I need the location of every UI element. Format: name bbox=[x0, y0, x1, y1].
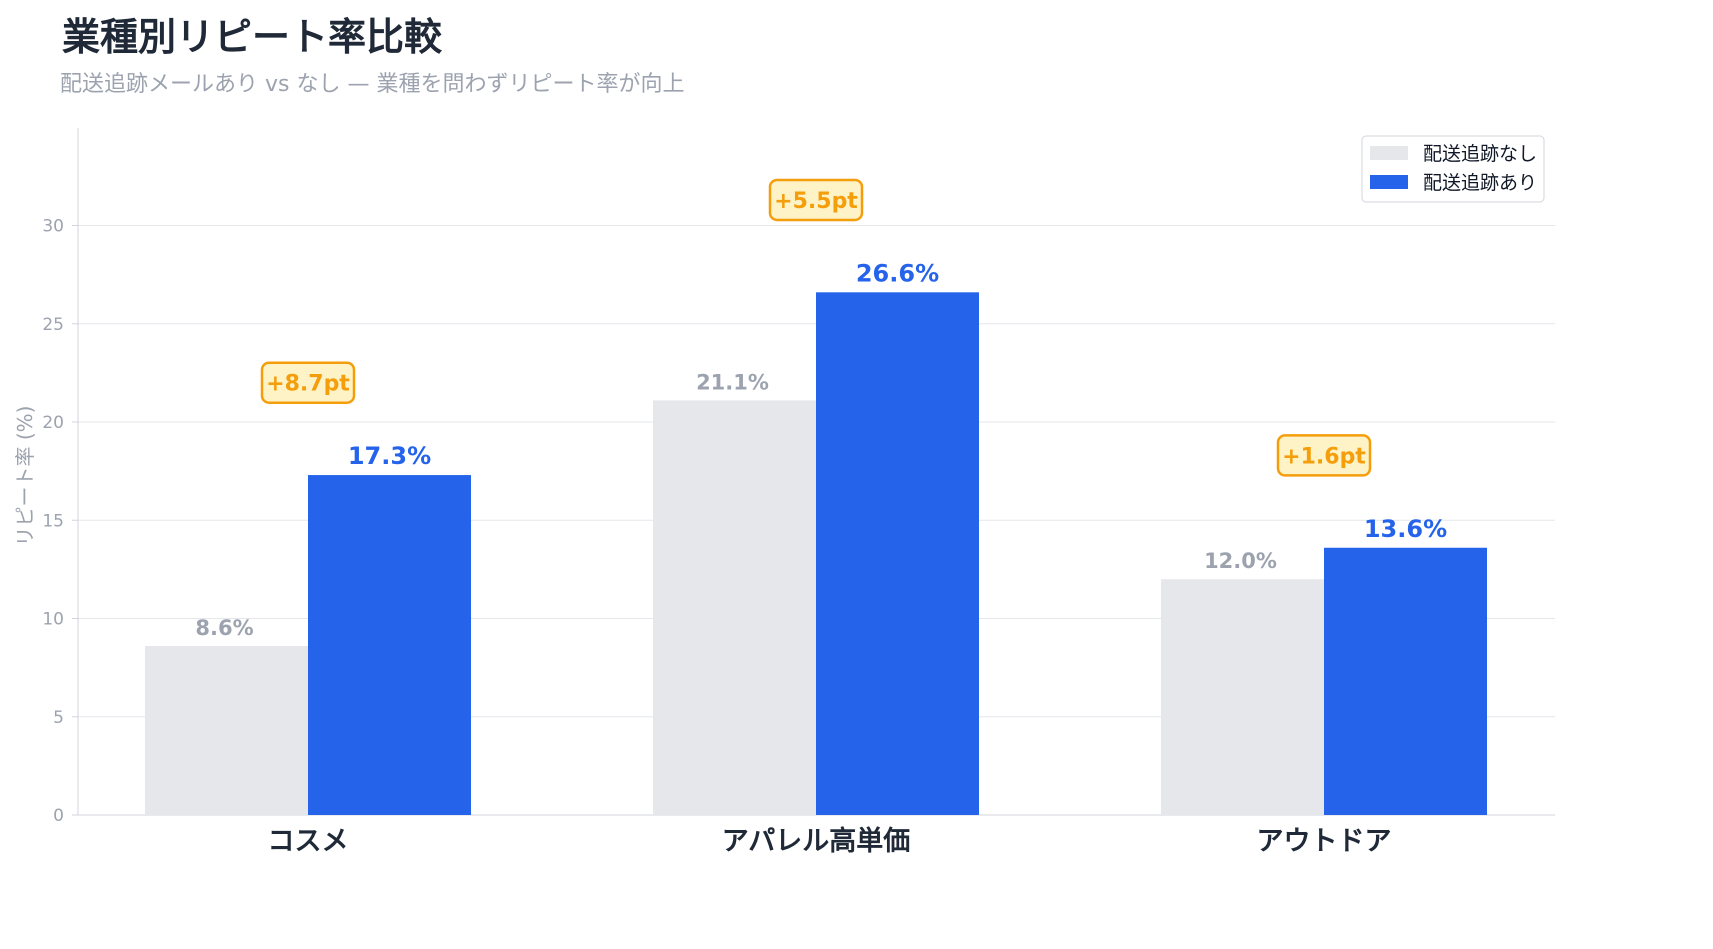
x-tick-label: コスメ bbox=[268, 826, 349, 857]
legend-swatch bbox=[1370, 175, 1408, 189]
y-tick-label: 30 bbox=[42, 217, 64, 237]
y-tick-label: 15 bbox=[42, 511, 64, 531]
bar-without-tracking bbox=[145, 646, 308, 815]
data-label: 21.1% bbox=[696, 370, 769, 394]
x-tick-label: アパレル高単価 bbox=[722, 825, 910, 857]
data-label: 8.6% bbox=[195, 616, 253, 640]
y-tick-label: 10 bbox=[42, 610, 64, 630]
label-layer: 8.6% 21.1% 12.0% 17.3% 26.6% 13.6% bbox=[195, 259, 1447, 640]
delta-label: +8.7pt bbox=[266, 372, 350, 397]
y-tick-label: 25 bbox=[42, 315, 64, 335]
data-label: 26.6% bbox=[856, 259, 939, 287]
bar-without-tracking bbox=[1161, 579, 1324, 815]
data-label: 17.3% bbox=[348, 442, 431, 470]
delta-label: +1.6pt bbox=[1282, 444, 1366, 469]
bar-with-tracking bbox=[1324, 547, 1487, 815]
legend-label: 配送追跡あり bbox=[1423, 172, 1537, 194]
delta-badge bbox=[260, 361, 356, 404]
x-tick-label: アウトドア bbox=[1257, 826, 1392, 857]
delta-label: +5.5pt bbox=[774, 189, 858, 214]
delta-badge bbox=[1276, 434, 1372, 477]
bar-layer bbox=[145, 292, 1487, 815]
data-label: 13.6% bbox=[1364, 515, 1447, 543]
legend-label: 配送追跡なし bbox=[1423, 143, 1537, 165]
annotation-layer: +8.7pt +5.5pt +1.6pt bbox=[260, 178, 1372, 477]
chart-title: 業種別リピート率比較 bbox=[62, 15, 443, 59]
delta-badge bbox=[768, 178, 864, 222]
y-axis-label: リピート率 (%) bbox=[13, 406, 37, 547]
data-label: 12.0% bbox=[1204, 549, 1277, 573]
y-tick-label: 20 bbox=[42, 413, 64, 433]
chart-subtitle: 配送追跡メールあり vs なし — 業種を問わずリピート率が向上 bbox=[60, 72, 685, 97]
y-tick-label: 0 bbox=[53, 806, 64, 826]
y-tick-label: 5 bbox=[53, 708, 64, 728]
bar-with-tracking bbox=[816, 292, 979, 815]
legend-swatch bbox=[1370, 146, 1408, 160]
bar-without-tracking bbox=[653, 400, 816, 815]
bar-with-tracking bbox=[308, 475, 471, 815]
